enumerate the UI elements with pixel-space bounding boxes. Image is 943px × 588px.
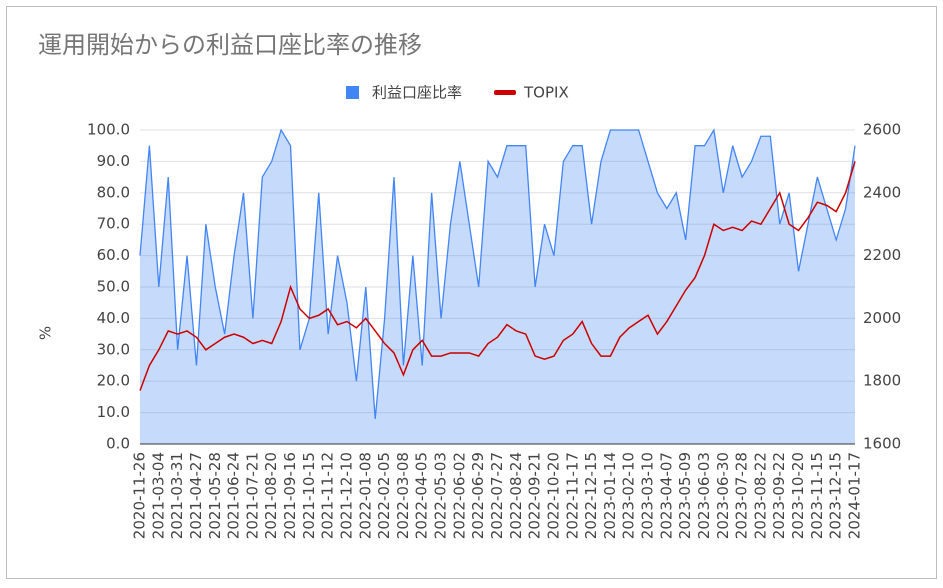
- x-tick-label: 2021-08-20: [262, 452, 280, 539]
- x-tick-label: 2021-11-12: [319, 452, 337, 539]
- y-tick-label: 60.0: [97, 246, 130, 264]
- x-tick-label: 2023-10-20: [789, 452, 807, 539]
- x-tick-label: 2021-06-24: [225, 452, 243, 539]
- legend-label: 利益口座比率: [372, 84, 462, 102]
- x-tick-label: 2023-06-30: [714, 452, 732, 539]
- y2-tick-label: 2400: [863, 183, 901, 201]
- x-tick-label: 2021-04-27: [187, 452, 205, 539]
- x-tick-label: 2021-03-04: [149, 452, 167, 539]
- y-tick-label: 100.0: [87, 121, 130, 139]
- x-tick-label: 2023-03-10: [639, 452, 657, 539]
- legend-swatch: [346, 86, 359, 99]
- x-tick-label: 2022-05-03: [432, 452, 450, 539]
- legend-label: TOPIX: [523, 84, 569, 102]
- y-axis-label: %: [37, 326, 55, 340]
- x-tick-label: 2022-04-05: [413, 452, 431, 539]
- x-tick-label: 2020-11-26: [131, 452, 149, 539]
- x-tick-label: 2023-06-03: [695, 452, 713, 539]
- x-tick-label: 2021-09-16: [281, 452, 299, 539]
- x-tick-label: 2023-09-22: [770, 452, 788, 539]
- y-tick-label: 20.0: [97, 372, 130, 390]
- x-tick-label: 2023-02-10: [620, 452, 638, 539]
- chart-title: 運用開始からの利益口座比率の推移: [38, 31, 422, 59]
- x-tick-label: 2023-05-09: [676, 452, 694, 539]
- y-tick-label: 0.0: [106, 435, 130, 453]
- legend: 利益口座比率 TOPIX: [346, 84, 569, 102]
- x-tick-label: 2022-07-27: [488, 452, 506, 539]
- y-tick-label: 50.0: [97, 278, 130, 296]
- x-tick-label: 2023-07-28: [733, 452, 751, 539]
- y-tick-label: 10.0: [97, 403, 130, 421]
- x-tick-label: 2021-07-21: [243, 452, 261, 539]
- x-tick-label: 2023-01-14: [601, 452, 619, 539]
- y-tick-label: 70.0: [97, 215, 130, 233]
- frame: [6, 6, 937, 579]
- x-tick-label: 2022-12-15: [582, 452, 600, 539]
- y-tick-label: 80.0: [97, 183, 130, 201]
- y2-tick-label: 2200: [863, 246, 901, 264]
- x-tick-label: 2023-11-15: [808, 452, 826, 539]
- x-tick-label: 2023-12-15: [827, 452, 845, 539]
- y2-tick-label: 1600: [863, 435, 901, 453]
- y-tick-label: 90.0: [97, 152, 130, 170]
- x-tick-label: 2022-02-05: [375, 452, 393, 539]
- x-tick-label: 2022-08-24: [507, 452, 525, 539]
- x-tick-label: 2021-12-10: [337, 452, 355, 539]
- y-tick-label: 30.0: [97, 340, 130, 358]
- x-tick-label: 2022-10-20: [544, 452, 562, 539]
- area: [140, 130, 855, 444]
- x-tick-label: 2021-05-28: [206, 452, 224, 539]
- x-tick-label: 2022-09-21: [526, 452, 544, 539]
- x-tick-label: 2021-03-31: [168, 452, 186, 539]
- x-tick-label: 2022-06-02: [450, 452, 468, 539]
- x-tick-label: 2022-01-08: [356, 452, 374, 539]
- x-tick-label: 2022-11-17: [563, 452, 581, 539]
- x-tick-label: 2023-08-22: [751, 452, 769, 539]
- y2-tick-label: 1800: [863, 372, 901, 390]
- x-tick-label: 2021-10-15: [300, 452, 318, 539]
- x-tick-label: 2024-01-17: [846, 452, 864, 539]
- y2-tick-label: 2000: [863, 309, 901, 327]
- y-tick-label: 40.0: [97, 309, 130, 327]
- legend-swatch: [494, 90, 517, 95]
- x-tick-label: 2022-03-08: [394, 452, 412, 539]
- x-tick-label: 2022-06-29: [469, 452, 487, 539]
- area-line: [139, 128, 856, 419]
- line: [139, 161, 856, 391]
- x-tick-label: 2023-04-07: [657, 452, 675, 539]
- y2-tick-label: 2600: [863, 121, 901, 139]
